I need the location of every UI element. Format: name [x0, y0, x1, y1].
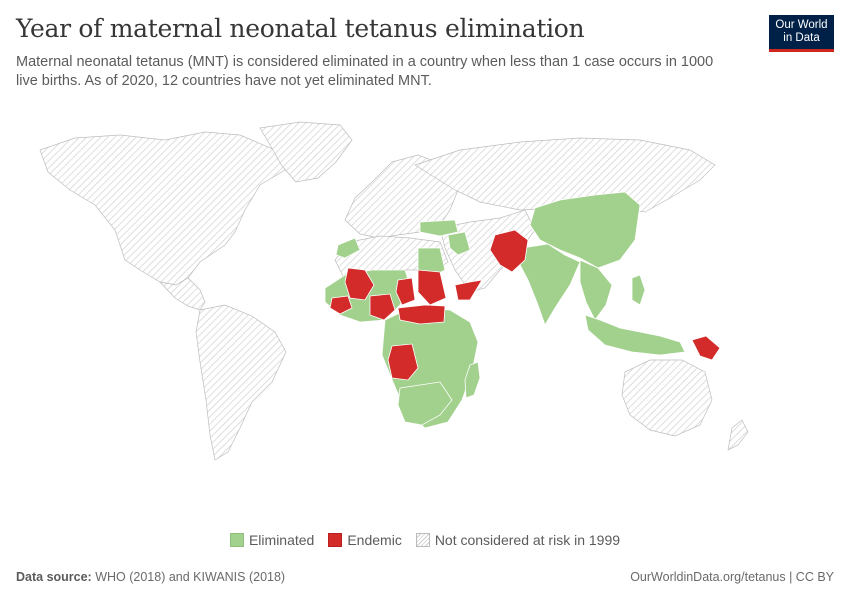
- region-china-eliminated: [529, 191, 641, 269]
- region-madagascar-eliminated: [464, 361, 481, 399]
- region-australia: [621, 359, 713, 437]
- credit-link[interactable]: OurWorldinData.org/tetanus | CC BY: [630, 570, 834, 584]
- legend-item-eliminated[interactable]: Eliminated: [229, 532, 315, 548]
- region-indonesia-eliminated: [584, 314, 686, 356]
- region-car-southsudan-endemic: [397, 304, 446, 325]
- region-papua-new-guinea-endemic: [691, 335, 721, 361]
- region-north-asia: [414, 137, 716, 213]
- data-source-label: Data source:: [16, 570, 92, 584]
- legend-item-not-at-risk[interactable]: Not considered at risk in 1999: [415, 532, 621, 548]
- region-philippines-eliminated: [631, 274, 646, 306]
- region-new-zealand: [727, 419, 749, 451]
- legend-swatch-not-at-risk: [415, 533, 430, 547]
- data-source: Data source: WHO (2018) and KIWANIS (201…: [16, 570, 285, 584]
- region-greenland: [259, 121, 353, 183]
- region-iraq-eliminated: [447, 231, 471, 256]
- chart-subtitle: Maternal neonatal tetanus (MNT) is consi…: [16, 54, 714, 89]
- logo-line-1: Our World: [775, 19, 828, 31]
- legend-label-endemic: Endemic: [347, 532, 402, 548]
- legend-swatch-endemic: [328, 533, 343, 547]
- legend-swatch-eliminated: [229, 533, 244, 547]
- legend-item-endemic[interactable]: Endemic: [328, 532, 402, 548]
- region-north-america: [39, 131, 286, 286]
- region-afghanistan-pakistan-endemic: [489, 229, 529, 273]
- region-southern-africa-eliminated: [397, 381, 453, 426]
- region-mali-endemic: [344, 267, 375, 301]
- region-nigeria-endemic: [369, 293, 396, 321]
- region-guinea-endemic: [329, 295, 353, 315]
- region-chad-endemic: [395, 277, 416, 306]
- region-morocco-eliminated: [335, 237, 361, 259]
- chart-title: Year of maternal neonatal tetanus elimin…: [16, 14, 585, 43]
- region-central-america: [159, 277, 206, 311]
- legend-label-not-at-risk: Not considered at risk in 1999: [434, 532, 621, 548]
- region-sudan-endemic: [417, 269, 447, 306]
- footer: Data source: WHO (2018) and KIWANIS (201…: [16, 570, 834, 584]
- region-somalia-endemic: [454, 279, 483, 301]
- logo-line-2: in Data: [783, 32, 820, 44]
- data-source-text[interactable]: WHO (2018) and KIWANIS (2018): [95, 570, 286, 584]
- region-india-eliminated: [519, 243, 581, 326]
- region-angola-endemic: [387, 343, 419, 381]
- region-south-america: [195, 304, 287, 461]
- region-southeast-asia-eliminated: [579, 259, 613, 321]
- legend-label-eliminated: Eliminated: [248, 532, 315, 548]
- region-turkey-eliminated: [419, 219, 459, 237]
- owid-logo[interactable]: Our World in Data: [769, 15, 834, 52]
- world-map: [39, 121, 749, 461]
- map-legend: Eliminated Endemic Not considered at ris…: [0, 532, 850, 548]
